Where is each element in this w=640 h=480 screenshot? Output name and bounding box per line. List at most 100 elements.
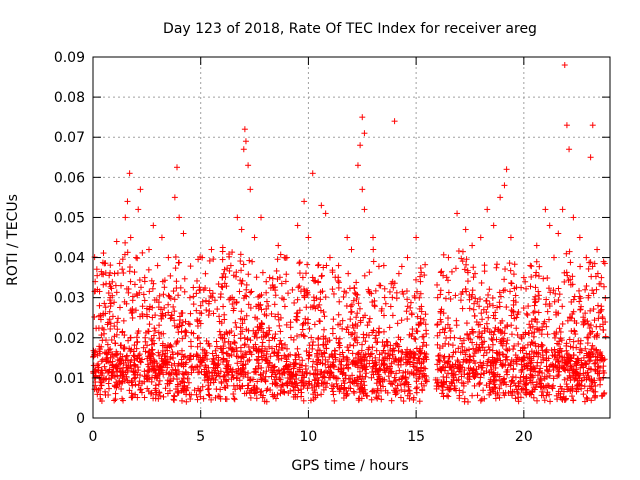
data-point (576, 298, 583, 305)
data-point (94, 391, 101, 398)
data-point (144, 342, 151, 349)
data-point (583, 394, 590, 401)
data-point (512, 292, 519, 299)
data-point (331, 397, 338, 404)
data-point (462, 351, 469, 358)
data-point (162, 385, 169, 392)
data-point (310, 338, 317, 345)
data-point (413, 345, 420, 352)
data-point (514, 311, 521, 318)
data-point (242, 292, 249, 299)
data-point (547, 398, 554, 405)
data-point (436, 345, 443, 352)
data-point (93, 386, 100, 393)
data-point (303, 304, 310, 311)
data-point (497, 293, 504, 300)
data-point (240, 261, 247, 268)
data-point (590, 290, 597, 297)
data-point (165, 371, 172, 378)
data-point (133, 345, 140, 352)
data-point (471, 382, 478, 389)
data-point (126, 387, 133, 394)
data-point (459, 258, 466, 265)
data-point (485, 344, 492, 351)
data-point (354, 291, 361, 298)
data-point (179, 370, 186, 377)
data-point (224, 382, 231, 389)
chart-title: Day 123 of 2018, Rate Of TEC Index for r… (163, 21, 537, 37)
data-point (200, 395, 207, 402)
data-point (397, 381, 404, 388)
data-point (287, 319, 294, 326)
data-point (209, 290, 216, 297)
data-point (523, 380, 530, 387)
data-point (193, 277, 200, 284)
data-point (157, 363, 164, 370)
data-point (137, 284, 144, 291)
data-point (550, 287, 557, 294)
data-point (306, 325, 313, 332)
data-point (549, 385, 556, 392)
data-point (133, 291, 140, 298)
data-point (314, 262, 321, 269)
data-point (251, 390, 258, 397)
data-point (310, 358, 317, 365)
data-point (410, 394, 417, 401)
data-point (170, 288, 177, 295)
data-point (215, 281, 222, 288)
data-point (273, 343, 280, 350)
data-point (492, 364, 499, 371)
data-point (419, 343, 426, 350)
data-point (512, 395, 519, 402)
data-point (359, 341, 366, 348)
data-point (530, 309, 537, 316)
data-point (555, 285, 562, 292)
data-point (174, 337, 181, 344)
data-point (292, 356, 299, 363)
data-point (451, 334, 458, 341)
data-point (230, 272, 237, 279)
data-point (463, 261, 470, 268)
data-point (582, 286, 589, 293)
data-point (464, 278, 471, 285)
data-point (477, 379, 484, 386)
data-point (571, 293, 578, 300)
data-point (267, 353, 274, 360)
data-point (588, 322, 595, 329)
data-point (253, 395, 260, 402)
data-point (272, 381, 279, 388)
data-point (141, 297, 148, 304)
data-point (132, 381, 139, 388)
data-point (229, 301, 236, 308)
data-point (139, 313, 146, 320)
grid-lines (93, 57, 610, 418)
data-point (381, 294, 388, 301)
data-point (206, 392, 213, 399)
data-point (320, 309, 327, 316)
data-point (278, 280, 285, 287)
data-point (478, 279, 485, 286)
data-point (260, 352, 267, 359)
data-point (170, 303, 177, 310)
data-point (508, 280, 515, 287)
data-point (178, 328, 185, 335)
data-point (396, 367, 403, 374)
data-point (375, 263, 382, 270)
data-point (193, 307, 200, 314)
data-point (152, 387, 159, 394)
data-point (555, 297, 562, 304)
data-point (279, 295, 286, 302)
data-point (589, 287, 596, 294)
data-point (569, 273, 576, 280)
data-point (509, 308, 516, 315)
data-point (234, 360, 241, 367)
data-point (238, 308, 245, 315)
data-point (512, 352, 519, 359)
data-point (332, 347, 339, 354)
data-point (303, 348, 310, 355)
data-point (109, 278, 116, 285)
data-point (224, 357, 231, 364)
data-point (540, 320, 547, 327)
data-point (212, 347, 219, 354)
data-point (230, 391, 237, 398)
